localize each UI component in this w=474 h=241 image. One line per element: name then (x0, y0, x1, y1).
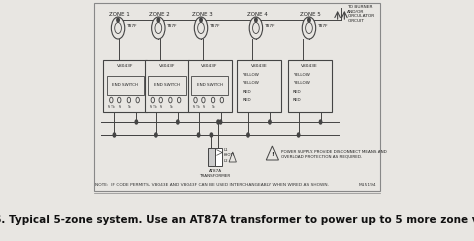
Text: TO BURNER
AND/OR
CIRCULATOR
CIRCUIT: TO BURNER AND/OR CIRCULATOR CIRCUIT (347, 5, 374, 23)
Circle shape (177, 97, 181, 103)
Text: L2: L2 (224, 160, 228, 163)
Text: RED: RED (242, 90, 251, 94)
Circle shape (135, 120, 137, 124)
Text: T87F: T87F (317, 24, 328, 28)
Circle shape (217, 120, 219, 124)
Circle shape (220, 97, 224, 103)
Text: M15194: M15194 (358, 183, 376, 187)
Text: !: ! (271, 152, 274, 156)
Bar (209, 148, 215, 166)
Text: ZONE 1: ZONE 1 (109, 12, 130, 17)
Text: Ta: Ta (202, 105, 205, 109)
Circle shape (115, 22, 121, 33)
Bar (288, 60, 331, 112)
Circle shape (177, 120, 179, 124)
Circle shape (302, 17, 316, 39)
Text: Tb: Tb (211, 105, 215, 109)
Text: V8043F: V8043F (117, 64, 134, 68)
Bar (215, 148, 222, 166)
Text: Ta Tb: Ta Tb (149, 105, 157, 109)
Text: NOTE:  IF CODE PERMITS, V8043E AND V8043F CAN BE USED INTERCHANGEABLY WHEN WIRED: NOTE: IF CODE PERMITS, V8043E AND V8043F… (95, 183, 329, 187)
Bar (191, 76, 228, 95)
Circle shape (111, 17, 125, 39)
Bar (107, 76, 144, 95)
Circle shape (200, 18, 202, 22)
Circle shape (113, 133, 116, 137)
Circle shape (155, 22, 162, 33)
Text: Ta: Ta (159, 105, 162, 109)
Text: T87F: T87F (209, 24, 219, 28)
Bar (188, 60, 231, 112)
Text: RED: RED (293, 98, 301, 102)
Bar (148, 76, 186, 95)
Circle shape (117, 18, 119, 22)
Circle shape (197, 133, 200, 137)
Bar (145, 60, 189, 112)
Text: ZONE 5: ZONE 5 (300, 12, 320, 17)
Circle shape (269, 120, 271, 124)
Text: RED: RED (293, 90, 301, 94)
Circle shape (127, 97, 131, 103)
Text: T87F: T87F (166, 24, 177, 28)
Circle shape (211, 97, 215, 103)
Circle shape (118, 97, 121, 103)
Circle shape (136, 97, 139, 103)
Circle shape (249, 17, 263, 39)
Text: YELLOW: YELLOW (242, 81, 259, 85)
Circle shape (155, 133, 157, 137)
Text: END SWITCH: END SWITCH (197, 83, 223, 87)
Text: Ta Tb: Ta Tb (108, 105, 115, 109)
Text: Tb: Tb (127, 105, 131, 109)
Text: AT87A
TRANSFORMER: AT87A TRANSFORMER (200, 169, 231, 178)
Text: V8043E: V8043E (301, 64, 318, 68)
Circle shape (109, 97, 113, 103)
Circle shape (210, 133, 213, 137)
Text: L1
(HOT): L1 (HOT) (224, 148, 235, 157)
Circle shape (255, 18, 257, 22)
Text: END SWITCH: END SWITCH (154, 83, 180, 87)
Circle shape (169, 97, 172, 103)
Text: ZONE 4: ZONE 4 (247, 12, 267, 17)
Circle shape (194, 97, 197, 103)
Circle shape (157, 18, 160, 22)
Bar (103, 60, 147, 112)
Circle shape (159, 97, 163, 103)
Circle shape (297, 133, 300, 137)
Circle shape (306, 22, 312, 33)
Text: Ta: Ta (118, 105, 121, 109)
Text: END SWITCH: END SWITCH (112, 83, 138, 87)
Text: YELLOW: YELLOW (293, 81, 310, 85)
Circle shape (152, 17, 165, 39)
Text: V8043E: V8043E (251, 64, 267, 68)
Text: YELLOW: YELLOW (293, 73, 310, 77)
Text: RED: RED (242, 98, 251, 102)
Circle shape (219, 120, 222, 124)
Text: V8043F: V8043F (201, 64, 218, 68)
Text: ZONE 2: ZONE 2 (149, 12, 170, 17)
Circle shape (194, 17, 208, 39)
Circle shape (319, 120, 322, 124)
Text: Ta Tb: Ta Tb (191, 105, 200, 109)
Bar (94, 3, 380, 191)
Text: V8043F: V8043F (159, 64, 175, 68)
Circle shape (253, 22, 259, 33)
Circle shape (202, 97, 205, 103)
Text: POWER SUPPLY. PROVIDE DISCONNECT MEANS AND
OVERLOAD PROTECTION AS REQUIRED.: POWER SUPPLY. PROVIDE DISCONNECT MEANS A… (281, 150, 387, 159)
Text: YELLOW: YELLOW (242, 73, 259, 77)
Circle shape (151, 97, 155, 103)
Circle shape (247, 133, 249, 137)
Text: Tb: Tb (169, 105, 172, 109)
Circle shape (308, 18, 310, 22)
Text: T87F: T87F (264, 24, 274, 28)
Bar (237, 60, 281, 112)
Text: ZONE 3: ZONE 3 (192, 12, 213, 17)
Text: T87F: T87F (126, 24, 137, 28)
Text: Fig. 16. Typical 5-zone system. Use an AT87A transformer to power up to 5 more z: Fig. 16. Typical 5-zone system. Use an A… (0, 215, 474, 225)
Circle shape (198, 22, 204, 33)
